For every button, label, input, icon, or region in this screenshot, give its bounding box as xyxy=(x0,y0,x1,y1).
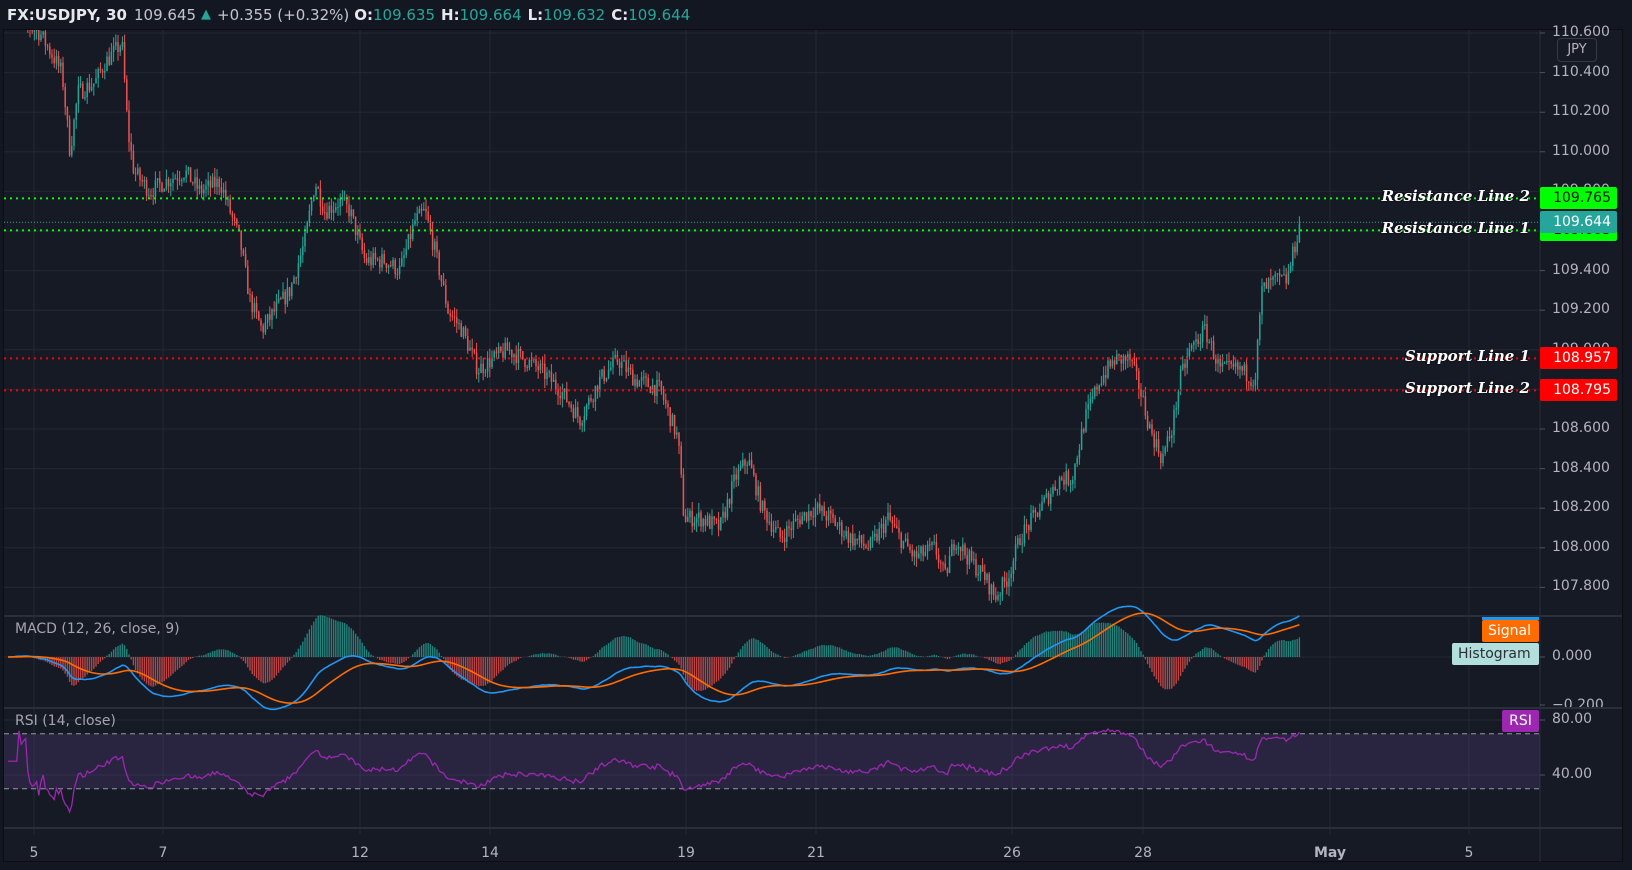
symbol-header: FX:USDJPY, 30 109.645 ▲ +0.355 (+0.32%) … xyxy=(0,0,1632,29)
time-label: 5 xyxy=(1464,845,1474,861)
price-tick: 109.400 xyxy=(1552,261,1610,278)
time-label: 28 xyxy=(1134,845,1152,861)
price-tick: 108.400 xyxy=(1552,459,1610,476)
level-price-badge: 109.765 xyxy=(1540,187,1617,210)
time-label: 21 xyxy=(807,845,825,861)
rsi-badge: RSI xyxy=(1502,710,1539,732)
close-label: C: xyxy=(611,5,629,24)
time-label: 26 xyxy=(1003,845,1021,861)
price-tick: 110.600 xyxy=(1552,24,1610,40)
level-line-label: Resistance Line 2 xyxy=(1381,187,1530,206)
current-price-badge: 109.644 xyxy=(1540,211,1617,234)
level-line-label: Resistance Line 1 xyxy=(1381,219,1530,238)
open-value: 109.635 xyxy=(372,5,436,24)
macd-tick-neg: −0.200 xyxy=(1552,697,1604,707)
last-price: 109.645 xyxy=(134,5,197,24)
high-value: 109.664 xyxy=(459,5,522,24)
price-tick: 108.600 xyxy=(1552,420,1610,436)
chart-frame[interactable] xyxy=(3,29,1623,862)
currency-badge[interactable]: JPY xyxy=(1557,38,1597,62)
level-price-badge: 108.957 xyxy=(1540,347,1617,370)
up-arrow-icon: ▲ xyxy=(201,7,212,22)
time-label: 14 xyxy=(481,845,499,861)
time-label: 19 xyxy=(677,845,695,861)
rsi-tick-40: 40.00 xyxy=(1552,766,1593,782)
price-tick: 108.000 xyxy=(1552,538,1610,555)
low-label: L: xyxy=(527,5,544,24)
price-tick: 110.200 xyxy=(1552,103,1610,120)
price-tick: 109.200 xyxy=(1552,301,1610,318)
signal-badge: Signal xyxy=(1482,620,1539,642)
macd-badge xyxy=(1482,617,1539,620)
low-value: 109.632 xyxy=(543,5,606,24)
price-change: +0.355 (+0.32%) xyxy=(217,5,350,24)
level-line-label: Support Line 2 xyxy=(1404,379,1530,398)
price-tick: 107.800 xyxy=(1552,578,1610,595)
price-tick: 110.400 xyxy=(1552,63,1610,80)
level-line-label: Support Line 1 xyxy=(1404,347,1530,366)
open-label: O: xyxy=(354,5,373,24)
price-tick: 110.000 xyxy=(1552,142,1610,159)
rsi-title[interactable]: RSI (14, close) xyxy=(15,713,116,729)
close-value: 109.644 xyxy=(628,5,691,24)
rsi-tick-80: 80.00 xyxy=(1552,711,1593,727)
time-label: 7 xyxy=(158,845,168,861)
histogram-badge: Histogram xyxy=(1452,643,1539,665)
time-label: 5 xyxy=(29,845,39,861)
time-label: 12 xyxy=(351,845,369,861)
time-label: May xyxy=(1313,845,1347,861)
macd-tick-zero: 0.000 xyxy=(1552,648,1593,664)
symbol-name[interactable]: FX:USDJPY, 30 xyxy=(7,5,127,24)
price-tick: 108.200 xyxy=(1552,499,1610,516)
macd-title[interactable]: MACD (12, 26, close, 9) xyxy=(15,621,180,637)
high-label: H: xyxy=(441,5,460,24)
level-price-badge: 108.795 xyxy=(1540,379,1617,402)
